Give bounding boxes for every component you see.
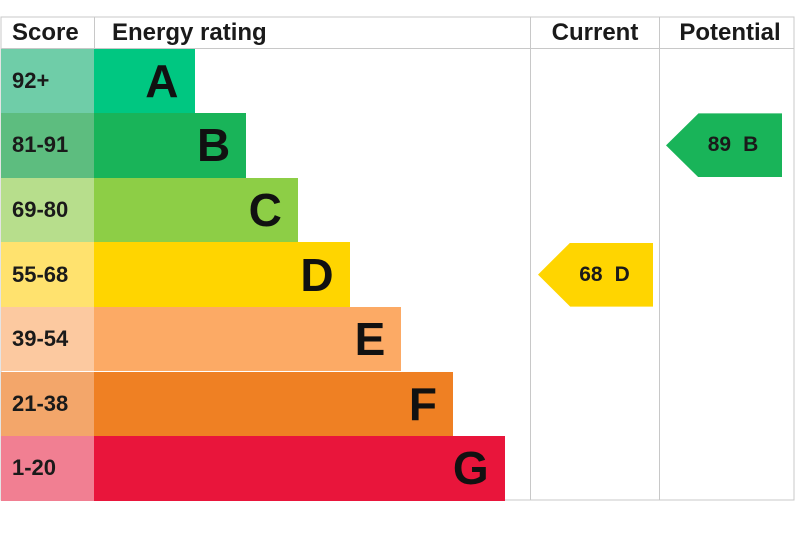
current-rating-value: 68: [579, 262, 603, 286]
band-bar-c: C: [94, 177, 298, 243]
score-range-d: 55-68: [1, 242, 94, 307]
header-current: Current: [551, 18, 639, 46]
band-bar-e: E: [94, 306, 402, 372]
band-letter-d: D: [300, 248, 334, 301]
score-range-e: 39-54: [1, 306, 94, 372]
score-range-c: 69-80: [1, 177, 94, 243]
header-score: Score: [12, 18, 79, 46]
score-range-b: 81-91: [1, 113, 94, 178]
band-letter-e: E: [354, 313, 386, 366]
band-bar-b: B: [94, 113, 247, 178]
current-rating-band: D: [614, 262, 630, 286]
header-potential: Potential: [679, 18, 781, 46]
band-bar-a: A: [94, 48, 195, 114]
band-bar-d: D: [94, 242, 350, 307]
band-letter-f: F: [408, 377, 437, 430]
score-range-g: 1-20: [1, 436, 94, 501]
potential-rating-band: B: [743, 133, 759, 157]
band-letter-c: C: [248, 183, 282, 236]
band-bar-g: G: [94, 436, 505, 501]
potential-rating-value: 89: [707, 133, 732, 157]
band-letter-a: A: [145, 54, 179, 107]
band-letter-g: G: [452, 442, 489, 495]
score-range-a: 92+: [1, 48, 94, 114]
band-letter-b: B: [196, 119, 231, 172]
band-bar-f: F: [94, 371, 453, 437]
header-energy-rating: Energy rating: [112, 18, 267, 46]
score-range-f: 21-38: [1, 371, 94, 437]
